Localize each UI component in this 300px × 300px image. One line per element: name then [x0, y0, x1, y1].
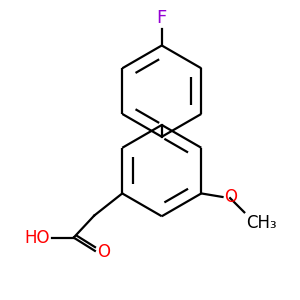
Text: O: O: [97, 243, 110, 261]
Text: CH₃: CH₃: [246, 214, 276, 232]
Text: HO: HO: [25, 229, 50, 247]
Text: F: F: [157, 9, 167, 27]
Text: O: O: [224, 188, 237, 206]
